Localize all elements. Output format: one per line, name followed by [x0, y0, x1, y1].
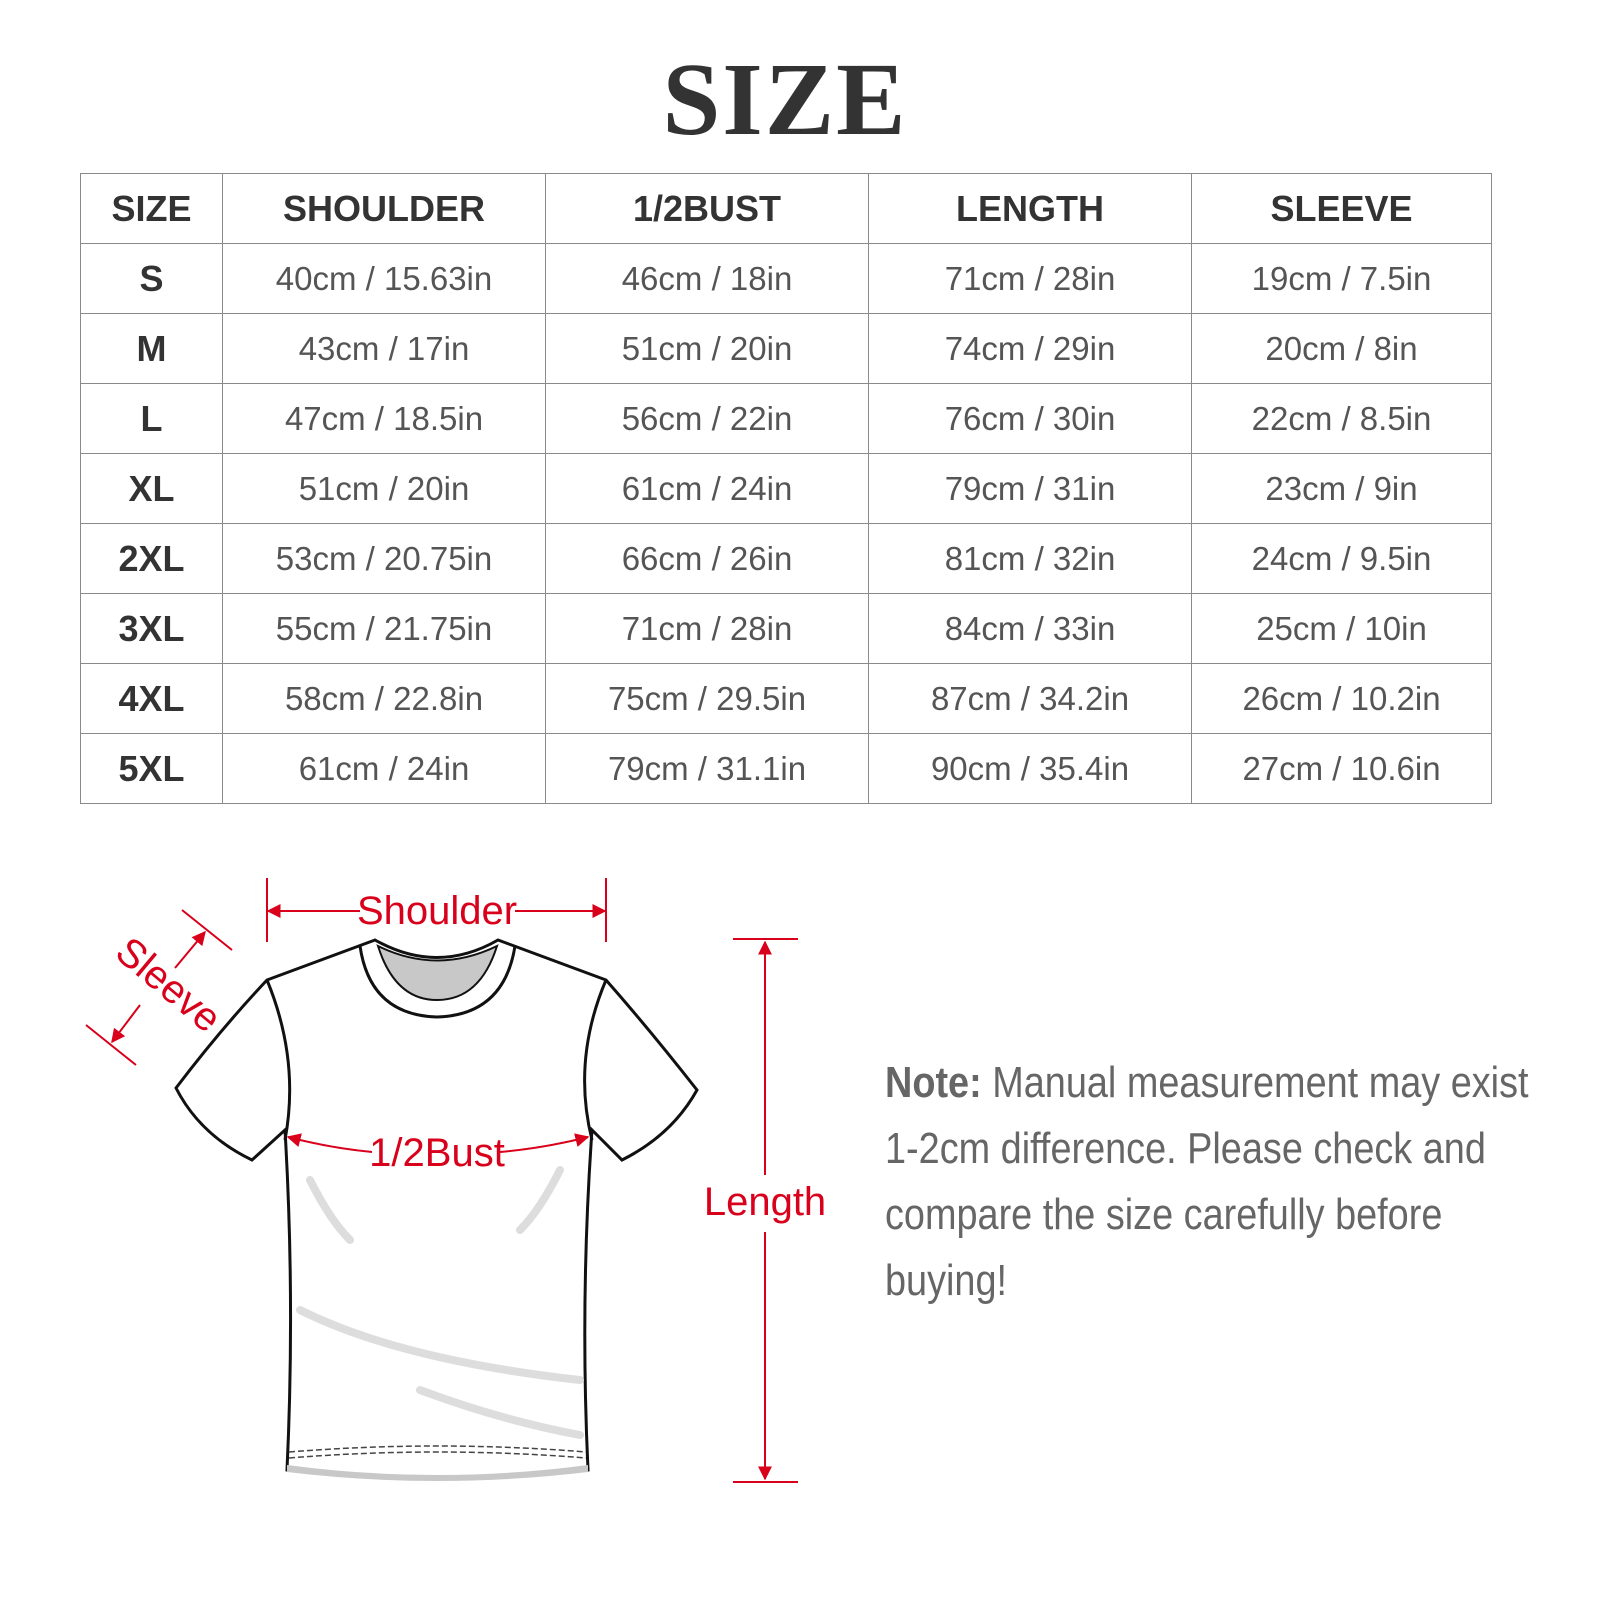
measurement-cell: 74cm / 29in — [868, 313, 1192, 384]
measurement-cell: 66cm / 26in — [545, 523, 869, 594]
measurement-cell: 22cm / 8.5in — [1191, 383, 1492, 454]
measurement-cell: 46cm / 18in — [545, 243, 869, 314]
measurement-cell: 53cm / 20.75in — [222, 523, 546, 594]
column-header-1-2bust: 1/2BUST — [545, 173, 869, 244]
column-header-sleeve: SLEEVE — [1191, 173, 1492, 244]
size-table: SIZE SHOULDER 1/2BUST LENGTH SLEEVE S 40cm / … — [80, 173, 1492, 804]
measurement-cell: 55cm / 21.75in — [222, 593, 546, 664]
column-header-size: SIZE — [80, 173, 223, 244]
table-row: M 43cm / 17in 51cm / 20in 74cm / 29in 20cm /… — [80, 313, 1492, 384]
measurement-cell: 87cm / 34.2in — [868, 663, 1192, 734]
tshirt-diagram: Shoulder Sleeve 1/2Bust Length — [85, 878, 826, 1483]
measurement-cell: 56cm / 22in — [545, 383, 869, 454]
table-header-row: SIZE SHOULDER 1/2BUST LENGTH SLEEVE — [80, 173, 1492, 244]
size-cell: M — [80, 313, 223, 384]
page-title: SIZE — [662, 42, 908, 157]
measurement-cell: 81cm / 32in — [868, 523, 1192, 594]
size-cell: 5XL — [80, 733, 223, 804]
measurement-cell: 23cm / 9in — [1191, 453, 1492, 524]
measurement-cell: 84cm / 33in — [868, 593, 1192, 664]
size-cell: L — [80, 383, 223, 454]
measurement-cell: 25cm / 10in — [1191, 593, 1492, 664]
size-cell: 2XL — [80, 523, 223, 594]
table-row: L 47cm / 18.5in 56cm / 22in 76cm / 30in 22cm… — [80, 383, 1492, 454]
shoulder-label: Shoulder — [357, 889, 517, 933]
size-cell: 4XL — [80, 663, 223, 734]
measurement-cell: 61cm / 24in — [545, 453, 869, 524]
table-row: S 40cm / 15.63in 46cm / 18in 71cm / 28in 19c… — [80, 243, 1492, 314]
measurement-cell: 43cm / 17in — [222, 313, 546, 384]
measurement-cell: 40cm / 15.63in — [222, 243, 546, 314]
measurement-cell: 51cm / 20in — [545, 313, 869, 384]
shoulder-measure: Shoulder — [266, 878, 607, 942]
measurement-cell: 58cm / 22.8in — [222, 663, 546, 734]
measurement-cell: 47cm / 18.5in — [222, 383, 546, 454]
size-cell: S — [80, 243, 223, 314]
column-header-shoulder: SHOULDER — [222, 173, 546, 244]
note: Note: Manual measurement may exist 1-2cm… — [885, 1050, 1539, 1314]
tshirt-icon — [174, 938, 699, 1481]
note-label: Note: — [885, 1058, 982, 1107]
note-text: Manual measurement may exist 1-2cm diffe… — [885, 1058, 1529, 1305]
table-row: 3XL 55cm / 21.75in 71cm / 28in 84cm / 33in 2… — [80, 593, 1492, 664]
measurement-cell: 71cm / 28in — [868, 243, 1192, 314]
measurement-cell: 71cm / 28in — [545, 593, 869, 664]
measurement-cell: 19cm / 7.5in — [1191, 243, 1492, 314]
sleeve-measure: Sleeve — [85, 909, 233, 1066]
measurement-cell: 76cm / 30in — [868, 383, 1192, 454]
column-header-length: LENGTH — [868, 173, 1192, 244]
measurement-cell: 75cm / 29.5in — [545, 663, 869, 734]
length-label: Length — [704, 1180, 826, 1224]
bust-label: 1/2Bust — [369, 1131, 505, 1175]
measurement-cell: 90cm / 35.4in — [868, 733, 1192, 804]
bust-measure: 1/2Bust — [286, 1131, 590, 1175]
measurement-cell: 27cm / 10.6in — [1191, 733, 1492, 804]
table-row: 5XL 61cm / 24in 79cm / 31.1in 90cm / 35.4in… — [80, 733, 1492, 804]
size-cell: XL — [80, 453, 223, 524]
measurement-cell: 51cm / 20in — [222, 453, 546, 524]
measurement-cell: 20cm / 8in — [1191, 313, 1492, 384]
table-row: XL 51cm / 20in 61cm / 24in 79cm / 31in 23cm … — [80, 453, 1492, 524]
table-row: 2XL 53cm / 20.75in 66cm / 26in 81cm / 32in 2… — [80, 523, 1492, 594]
size-cell: 3XL — [80, 593, 223, 664]
measurement-cell: 79cm / 31in — [868, 453, 1192, 524]
measurement-cell: 79cm / 31.1in — [545, 733, 869, 804]
measurement-cell: 61cm / 24in — [222, 733, 546, 804]
measurement-cell: 24cm / 9.5in — [1191, 523, 1492, 594]
measurement-cell: 26cm / 10.2in — [1191, 663, 1492, 734]
length-measure: Length — [704, 938, 826, 1483]
table-row: 4XL 58cm / 22.8in 75cm / 29.5in 87cm / 34.2… — [80, 663, 1492, 734]
